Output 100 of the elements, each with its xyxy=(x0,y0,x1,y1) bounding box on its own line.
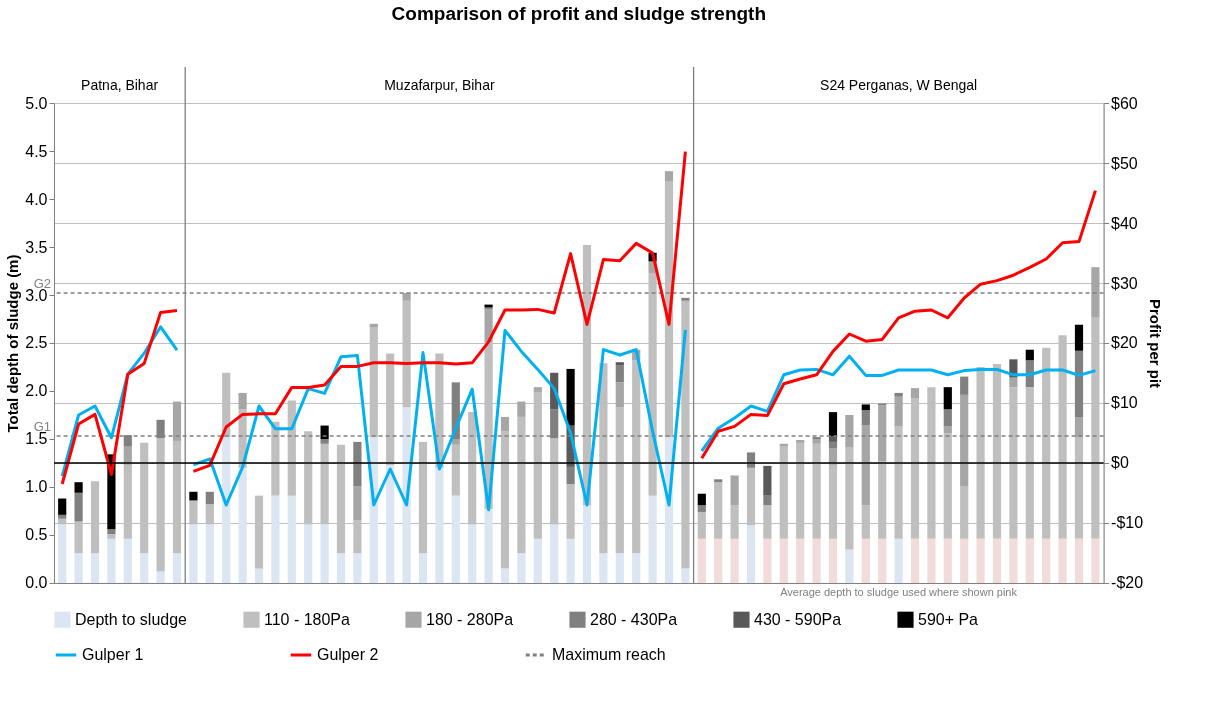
y2-axis-title: Profit per pit xyxy=(1147,298,1165,389)
bar xyxy=(74,492,83,522)
bar xyxy=(615,362,624,366)
bar xyxy=(1042,538,1051,583)
bar xyxy=(336,553,346,583)
bar xyxy=(812,439,821,444)
legend-label: Gulper 2 xyxy=(317,646,379,663)
bar xyxy=(435,467,444,583)
bar xyxy=(58,498,67,515)
bar xyxy=(320,439,329,444)
bar xyxy=(763,495,772,506)
bar xyxy=(320,425,329,439)
bar xyxy=(58,524,67,583)
bar xyxy=(632,553,641,583)
bar xyxy=(189,524,198,583)
bar xyxy=(960,376,969,395)
y2-tick-label: $0 xyxy=(1111,454,1129,472)
bar xyxy=(140,553,149,583)
y-tick-label: 1.5 xyxy=(25,430,48,448)
y2-tick-label: $40 xyxy=(1111,214,1138,232)
bar xyxy=(779,443,788,447)
bar xyxy=(746,525,756,583)
line-series xyxy=(700,189,1097,460)
text: Patna, Bihar xyxy=(81,77,159,93)
bar xyxy=(845,415,854,448)
y-tick-label: 5.0 xyxy=(25,94,48,112)
bar xyxy=(1025,538,1034,583)
bar xyxy=(615,382,624,408)
text: S24 Perganas, W Bengal xyxy=(820,77,978,93)
bar xyxy=(254,568,264,583)
bar xyxy=(90,553,100,583)
bar xyxy=(74,553,83,583)
bar xyxy=(796,538,805,583)
bar xyxy=(320,524,329,583)
bar xyxy=(58,514,67,519)
bar xyxy=(386,464,395,583)
bar xyxy=(697,493,706,506)
bar xyxy=(271,495,280,583)
bar xyxy=(1091,267,1100,318)
bar xyxy=(484,509,493,583)
bar xyxy=(123,538,132,583)
bar xyxy=(172,553,182,583)
y2-tick-label: $60 xyxy=(1111,94,1138,112)
bar xyxy=(943,409,952,427)
bar xyxy=(353,553,362,583)
bar xyxy=(894,392,903,397)
bar xyxy=(878,538,887,583)
bar xyxy=(714,538,723,583)
bar xyxy=(796,439,805,443)
text: Muzafarpur, Bihar xyxy=(384,77,495,93)
bar xyxy=(1091,538,1100,583)
y-tick-label: 2.0 xyxy=(25,382,48,400)
bar xyxy=(664,171,674,182)
bar xyxy=(500,568,510,583)
bar xyxy=(287,495,296,583)
bar xyxy=(681,568,690,583)
bar xyxy=(894,396,903,427)
bar xyxy=(353,441,362,487)
bar xyxy=(1074,324,1084,351)
bar xyxy=(1025,349,1034,361)
bar xyxy=(697,505,706,512)
line-series xyxy=(191,328,687,512)
bar xyxy=(1009,377,1018,388)
bar xyxy=(451,495,460,583)
bar xyxy=(894,538,903,583)
bar xyxy=(107,538,116,583)
bar xyxy=(960,538,969,583)
bar xyxy=(927,538,936,583)
bar xyxy=(730,475,739,506)
bar xyxy=(533,387,542,392)
bar xyxy=(566,466,575,485)
bar xyxy=(1074,350,1084,417)
legend-label: 110 - 180Pa xyxy=(264,610,351,628)
y-tick-label: 4.0 xyxy=(25,190,48,208)
bar xyxy=(353,486,362,521)
y-tick-label: 2.5 xyxy=(25,334,48,352)
bar xyxy=(1009,538,1018,583)
bar xyxy=(205,524,214,583)
bar xyxy=(1074,538,1084,583)
legend-label: 180 - 280Pa xyxy=(426,610,514,628)
bar xyxy=(369,323,378,328)
bar xyxy=(615,365,624,383)
bar xyxy=(615,553,624,583)
y2-tick-label: -$10 xyxy=(1111,514,1144,532)
bar xyxy=(451,439,460,445)
legend-label: 430 - 590Pa xyxy=(754,610,842,628)
bar xyxy=(1058,538,1067,583)
y-tick-label: 0.5 xyxy=(25,526,48,544)
legend-label: 590+ Pa xyxy=(918,610,979,628)
bar xyxy=(1074,416,1084,438)
bar xyxy=(861,538,870,583)
bar xyxy=(517,553,526,583)
bar xyxy=(828,441,838,449)
bar xyxy=(878,405,887,462)
y2-tick-label: $50 xyxy=(1111,154,1138,172)
bar xyxy=(189,491,198,501)
bar xyxy=(828,436,838,442)
bar xyxy=(533,538,542,583)
y2-tick-label: $20 xyxy=(1111,334,1138,352)
legend-label: 280 - 430Pa xyxy=(590,610,678,628)
